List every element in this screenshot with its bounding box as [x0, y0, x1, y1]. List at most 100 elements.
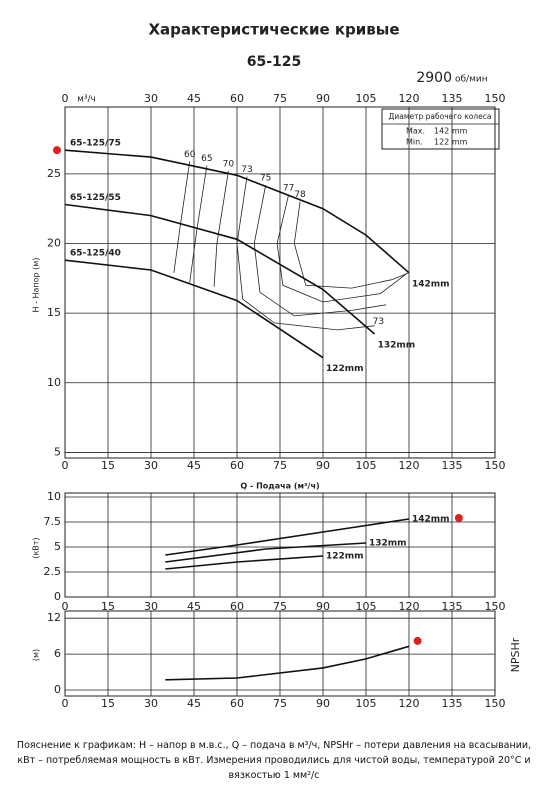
y-tick-label: 2.5 — [44, 565, 62, 578]
y-tick-label: 7.5 — [44, 515, 62, 528]
curve — [165, 542, 367, 563]
top-unit: м³/ч — [77, 95, 96, 105]
marker — [413, 636, 422, 645]
isoline-label: 78 — [294, 190, 306, 200]
efficiency-isoline — [276, 194, 407, 303]
top-tick-label: 45 — [187, 92, 201, 105]
x-tick-label: 150 — [485, 459, 506, 472]
x-tick-label: 45 — [187, 459, 201, 472]
x-tick-label: 75 — [273, 697, 287, 710]
efficiency-isoline — [213, 171, 229, 287]
x-tick-label: 135 — [442, 600, 463, 613]
isoline-label: 70 — [223, 160, 235, 170]
x-tick-label: 135 — [442, 697, 463, 710]
x-tick-label: 0 — [62, 459, 69, 472]
marker — [454, 514, 463, 522]
y-axis-label: (м) — [32, 649, 41, 661]
x-tick-label: 45 — [187, 600, 201, 613]
x-tick-label: 30 — [144, 600, 158, 613]
x-tick-label: 0 — [62, 697, 69, 710]
isoline-label: 60 — [184, 150, 196, 160]
x-tick-label: 120 — [399, 600, 420, 613]
x-axis-label: Q - Подача (м³/ч) — [240, 482, 319, 491]
efficiency-isoline — [253, 184, 387, 317]
y-tick-label: 0 — [54, 683, 61, 696]
x-tick-label: 75 — [273, 600, 287, 613]
series-label: 65-125/40 — [70, 249, 121, 259]
series-label: 65-125/55 — [70, 193, 121, 203]
x-tick-label: 30 — [144, 459, 158, 472]
plot-frame — [64, 492, 496, 598]
y-tick-label: 25 — [47, 167, 61, 180]
curve — [165, 645, 410, 681]
top-tick-label: 150 — [485, 92, 506, 105]
x-tick-label: 90 — [316, 459, 330, 472]
x-tick-label: 135 — [442, 459, 463, 472]
box-title: Диаметр рабочего колеса — [389, 112, 492, 121]
y-tick-label: 10 — [47, 376, 61, 389]
y-tick-label: 12 — [47, 611, 61, 624]
efficiency-isoline — [236, 176, 375, 331]
top-tick-label: 0 — [62, 92, 69, 105]
box-cell: Min. — [406, 138, 423, 147]
x-tick-label: 105 — [356, 459, 377, 472]
y-tick-label: 5 — [54, 445, 61, 458]
right-label: NPSHr — [509, 637, 522, 672]
efficiency-isoline — [189, 165, 208, 283]
x-tick-label: 120 — [399, 459, 420, 472]
x-tick-label: 150 — [485, 600, 506, 613]
plot-frame — [64, 610, 496, 697]
speed-unit: об/мин — [455, 75, 488, 85]
x-tick-label: 120 — [399, 697, 420, 710]
top-tick-label: 30 — [144, 92, 158, 105]
plot-frame — [64, 106, 496, 459]
x-tick-label: 15 — [101, 600, 115, 613]
x-tick-label: 60 — [230, 600, 244, 613]
curve — [64, 149, 410, 274]
title: Характеристические кривые — [148, 21, 399, 39]
curve — [165, 518, 410, 556]
chart: Характеристические кривые 65-125 2900 об… — [32, 21, 523, 711]
x-tick-label: 15 — [101, 459, 115, 472]
subtitle: 65-125 — [247, 54, 302, 70]
x-tick-label: 90 — [316, 697, 330, 710]
y-axis-label: H - Напор (м) — [32, 258, 41, 313]
box-cell: 122 mm — [434, 138, 468, 147]
y-tick-label: 20 — [47, 237, 61, 250]
legend-box — [381, 108, 500, 150]
y-tick-label: 6 — [54, 647, 61, 660]
isoline-label: 73 — [241, 165, 252, 175]
y-axis-label: (кВт) — [32, 537, 41, 558]
top-tick-label: 135 — [442, 92, 463, 105]
box-cell: 142 mm — [434, 127, 468, 136]
series-end-label: 132mm — [378, 341, 416, 351]
top-tick-label: 60 — [230, 92, 244, 105]
x-tick-label: 15 — [101, 697, 115, 710]
curve — [64, 259, 324, 359]
footnote: Пояснение к графикам: H – напор в м.в.с.… — [16, 740, 532, 781]
series-end-label: 142mm — [412, 279, 450, 289]
x-tick-label: 105 — [356, 600, 377, 613]
x-tick-label: 45 — [187, 697, 201, 710]
top-tick-label: 105 — [356, 92, 377, 105]
series-label: 65-125/75 — [70, 139, 121, 149]
top-tick-label: 120 — [399, 92, 420, 105]
x-tick-label: 0 — [62, 600, 69, 613]
series-label: 122mm — [326, 552, 364, 562]
top-tick-label: 75 — [273, 92, 287, 105]
series-label: 142mm — [412, 515, 450, 525]
efficiency-isoline — [293, 201, 410, 289]
x-tick-label: 105 — [356, 697, 377, 710]
x-tick-label: 60 — [230, 697, 244, 710]
y-tick-label: 5 — [54, 540, 61, 553]
curve — [165, 555, 324, 570]
top-tick-label: 90 — [316, 92, 330, 105]
series-end-label: 122mm — [326, 364, 364, 374]
y-tick-label: 15 — [47, 306, 61, 319]
x-tick-label: 75 — [273, 459, 287, 472]
efficiency-isoline — [173, 161, 191, 273]
series-label: 132mm — [369, 539, 407, 549]
x-tick-label: 90 — [316, 600, 330, 613]
curve — [64, 203, 376, 335]
speed: 2900 — [416, 70, 452, 86]
